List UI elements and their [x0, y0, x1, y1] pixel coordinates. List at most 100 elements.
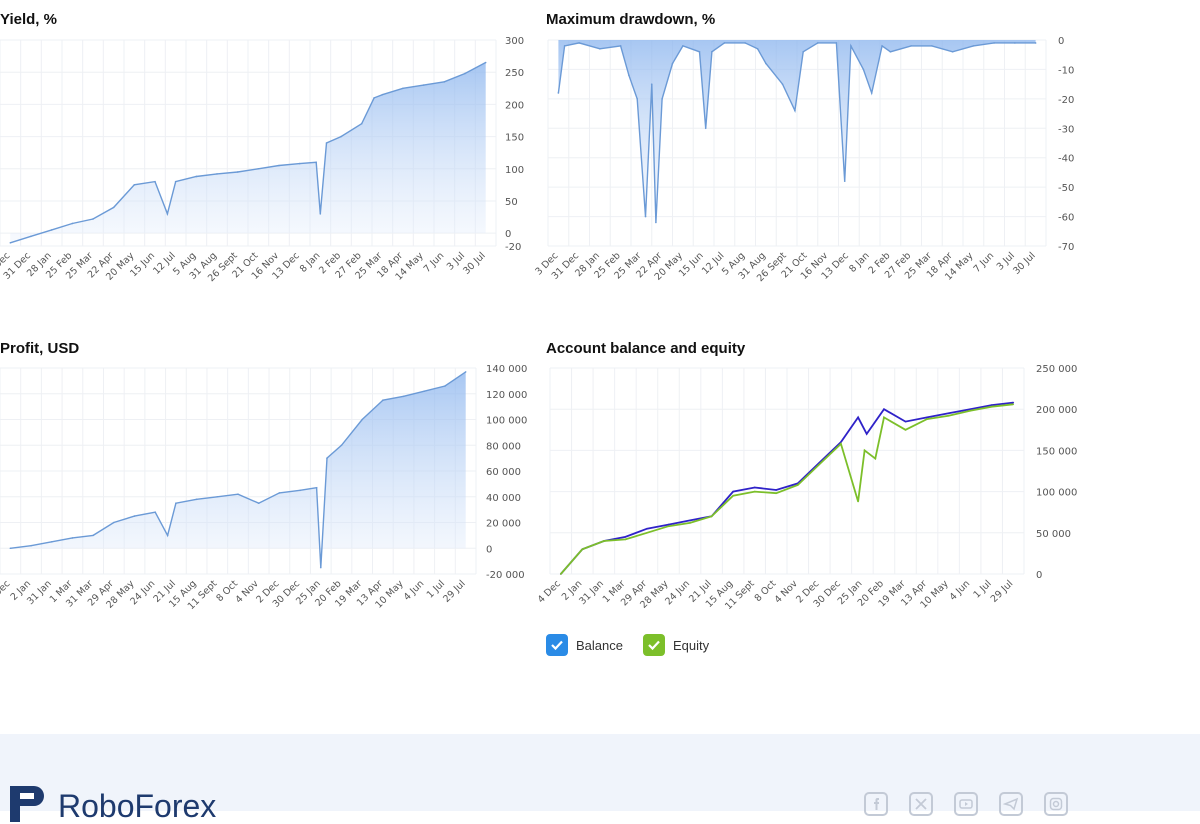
data-point: [599, 48, 601, 50]
data-point: [1035, 42, 1037, 44]
instagram-icon[interactable]: [1044, 792, 1068, 816]
x-tick-label: 4 Jun: [402, 578, 427, 603]
data-point: [651, 83, 653, 85]
logo-mark-icon: [6, 782, 48, 822]
data-point: [765, 63, 767, 65]
data-point: [361, 419, 363, 421]
y-tick-label: 250: [505, 68, 524, 79]
chart-legend: Balance Equity: [546, 634, 709, 656]
data-point-balance: [732, 491, 734, 493]
x-tick-label: 29 Jul: [989, 578, 1016, 605]
data-point: [326, 457, 328, 459]
data-point: [973, 45, 975, 47]
y-tick-label: -70: [1058, 242, 1074, 253]
data-point-equity: [711, 516, 713, 518]
roboforex-logo[interactable]: RoboForex: [6, 782, 216, 822]
data-point: [890, 51, 892, 53]
legend-equity-label: Equity: [673, 638, 709, 653]
x-tick-label: 7 Jun: [972, 250, 997, 275]
data-point-equity: [864, 450, 866, 452]
y-tick-label: 60 000: [486, 467, 521, 478]
data-point: [30, 236, 32, 238]
y-tick-label: 50: [505, 197, 518, 208]
data-point: [196, 176, 198, 178]
data-point-balance: [883, 408, 885, 410]
data-point-equity: [775, 492, 777, 494]
data-point: [744, 42, 746, 44]
data-point: [340, 136, 342, 138]
data-point-equity: [603, 540, 605, 542]
data-point: [154, 511, 156, 513]
data-point: [175, 181, 177, 183]
data-point: [51, 541, 53, 543]
y-tick-label: 300: [505, 36, 524, 47]
data-point: [863, 69, 865, 71]
checkbox-checked-icon[interactable]: [546, 634, 568, 656]
data-point: [167, 213, 169, 215]
data-point: [993, 42, 995, 44]
data-point: [672, 63, 674, 65]
data-point-equity: [905, 429, 907, 431]
data-point: [113, 522, 115, 524]
logo-text: RoboForex: [58, 790, 216, 822]
y-tick-label: 100 000: [1036, 488, 1077, 499]
data-point: [382, 94, 384, 96]
y-tick-label: 200 000: [1036, 405, 1077, 416]
data-point: [299, 163, 301, 165]
data-point-equity: [625, 539, 627, 541]
profit-chart[interactable]: 140 000 120 000 100 000 80 000 60 000 40 000 2…: [0, 362, 540, 632]
data-point-balance: [668, 524, 670, 526]
data-point-equity: [732, 495, 734, 497]
data-point: [217, 496, 219, 498]
data-point-balance: [926, 417, 928, 419]
data-point: [30, 545, 32, 547]
x-tick-label: 24 Jun: [663, 578, 692, 607]
x-tick-label: 30 Jul: [461, 250, 488, 277]
data-point: [10, 547, 12, 549]
data-point-equity: [875, 458, 877, 460]
checkbox-checked-icon[interactable]: [643, 634, 665, 656]
data-point: [134, 184, 136, 186]
data-point: [699, 51, 701, 53]
data-point: [444, 81, 446, 83]
data-point: [72, 537, 74, 539]
data-point: [134, 515, 136, 517]
data-point-balance: [866, 433, 868, 435]
legend-balance-toggle[interactable]: Balance: [546, 634, 623, 656]
youtube-icon[interactable]: [954, 792, 978, 816]
data-point: [258, 168, 260, 170]
yield-chart-title: Yield, %: [0, 11, 57, 28]
data-point: [258, 502, 260, 504]
data-point: [279, 492, 281, 494]
telegram-icon[interactable]: [999, 792, 1023, 816]
x-icon[interactable]: [909, 792, 933, 816]
data-point-equity: [646, 532, 648, 534]
data-point: [705, 127, 707, 129]
data-point: [757, 48, 759, 50]
data-point-equity: [857, 501, 859, 503]
data-point: [682, 45, 684, 47]
data-point: [844, 180, 846, 182]
legend-equity-toggle[interactable]: Equity: [643, 634, 709, 656]
data-point: [1014, 42, 1016, 44]
y-tick-label: 50 000: [1036, 529, 1071, 540]
x-tick-label: 30 Jul: [1011, 250, 1038, 277]
x-tick-label: 29 Jul: [441, 578, 468, 605]
y-tick-label: -20 000: [486, 570, 525, 581]
data-point-equity: [1012, 403, 1014, 405]
data-point-equity: [991, 406, 993, 408]
y-tick-label: -60: [1058, 213, 1074, 224]
data-point: [113, 207, 115, 209]
facebook-icon[interactable]: [864, 792, 888, 816]
y-tick-label: 0: [1036, 570, 1042, 581]
data-point-equity: [754, 491, 756, 493]
data-point: [871, 92, 873, 94]
drawdown-chart-title: Maximum drawdown, %: [546, 11, 715, 28]
y-tick-label: -50: [1058, 183, 1074, 194]
profit-chart-title: Profit, USD: [0, 340, 79, 357]
data-point: [92, 218, 94, 220]
y-tick-label: -30: [1058, 124, 1074, 135]
